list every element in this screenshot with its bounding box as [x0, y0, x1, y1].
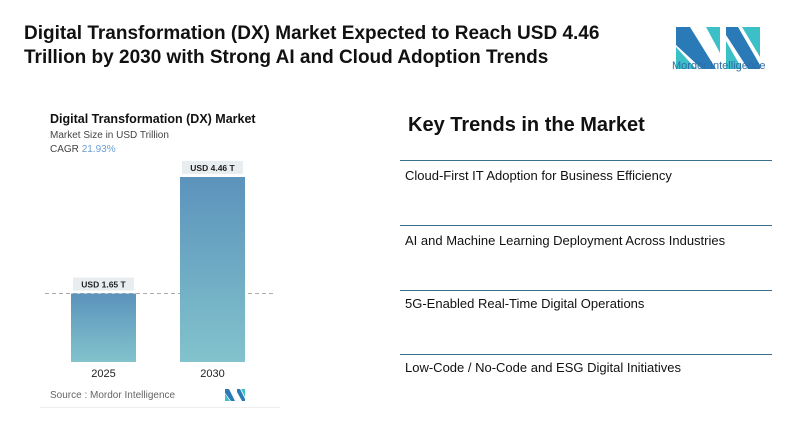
source-logo-icon [225, 389, 245, 401]
chart-title: Digital Transformation (DX) Market [50, 112, 256, 126]
bar-2025 [71, 293, 136, 362]
trend-item: Cloud-First IT Adoption for Business Eff… [405, 168, 672, 183]
x-tick-label: 2025 [91, 368, 115, 380]
divider [400, 160, 772, 161]
chart-subtitle: Market Size in USD Trillion [50, 130, 169, 141]
data-label: USD 1.65 T [81, 280, 126, 290]
x-tick-label: 2030 [200, 368, 224, 380]
data-label-bg [73, 277, 134, 291]
data-label-bg [182, 161, 243, 174]
chart-source: Source : Mordor Intelligence [50, 390, 176, 401]
trends-title: Key Trends in the Market [408, 114, 645, 136]
trend-item: AI and Machine Learning Deployment Acros… [405, 233, 726, 248]
divider [400, 225, 772, 226]
divider [400, 354, 772, 355]
data-label: USD 4.46 T [190, 163, 235, 173]
bar-chart: USD 1.65 T 2025 USD 4.46 T 2030 [45, 161, 275, 380]
mordor-logo [676, 27, 760, 69]
chart-cagr: CAGR 21.93% [50, 144, 116, 155]
divider [40, 407, 280, 408]
trend-item: Low-Code / No-Code and ESG Digital Initi… [405, 360, 682, 375]
cagr-value: 21.93% [81, 144, 116, 155]
bar-2030 [180, 177, 245, 362]
trend-item: 5G-Enabled Real-Time Digital Operations [405, 296, 645, 311]
page-title: Digital Transformation (DX) Market Expec… [24, 23, 600, 68]
logo-text: Mordor Intelligence [672, 60, 766, 72]
cagr-label: CAGR [50, 144, 79, 155]
divider [400, 290, 772, 291]
